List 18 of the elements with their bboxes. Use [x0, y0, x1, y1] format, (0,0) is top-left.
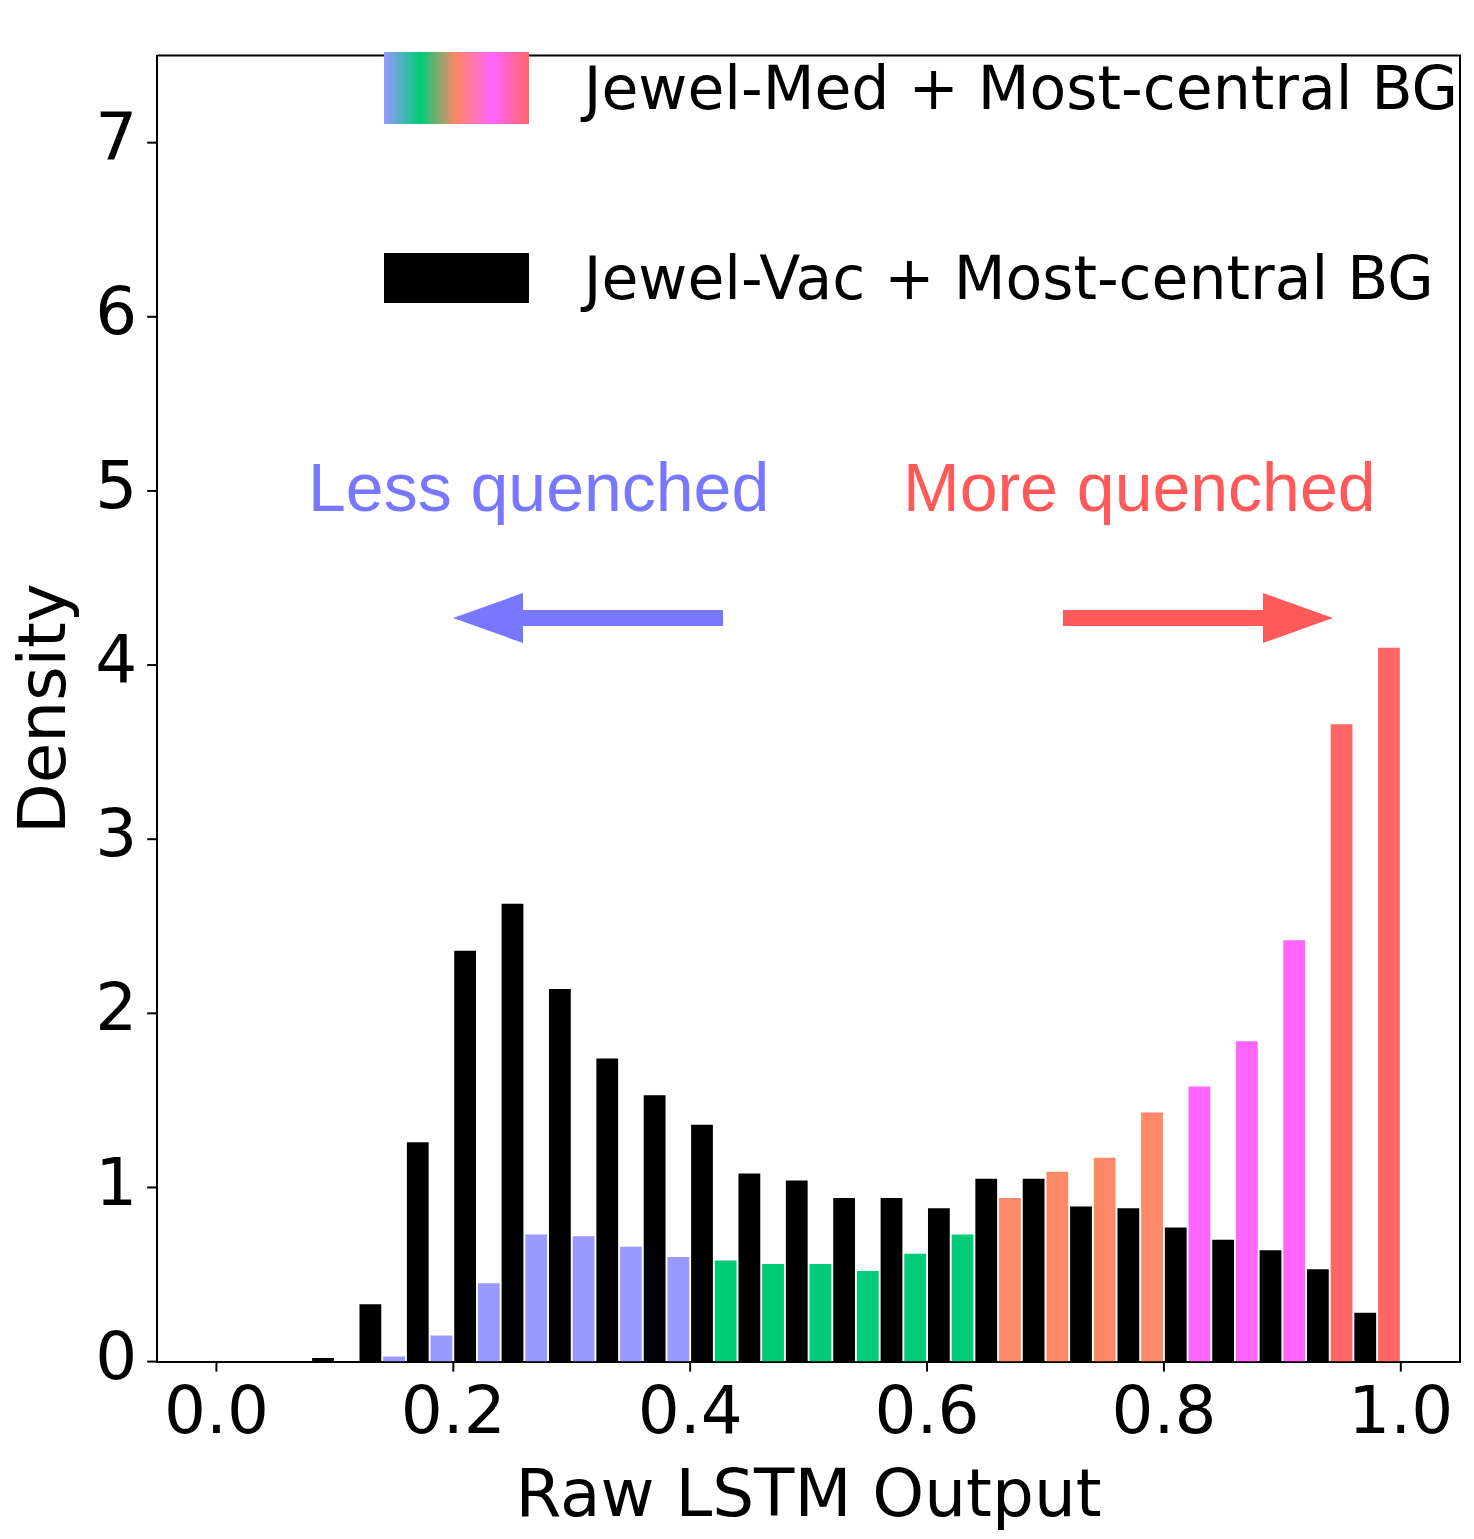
annotation: More quenched — [903, 448, 1376, 526]
x-tick-label: 0.0 — [163, 1372, 269, 1450]
x-tick-label: 1.0 — [1348, 1372, 1454, 1450]
y-axis-title: Density — [3, 583, 81, 835]
y-tick-label: 5 — [95, 447, 138, 525]
y-tick-label: 2 — [95, 969, 138, 1047]
x-tick-label: 0.6 — [874, 1372, 980, 1450]
y-tick-label: 6 — [95, 272, 138, 350]
x-tick-label: 0.2 — [400, 1372, 506, 1450]
y-tick-label: 4 — [95, 621, 138, 699]
annotation: Less quenched — [308, 448, 770, 526]
y-tick-label: 3 — [95, 795, 138, 873]
y-tick-label: 7 — [95, 98, 138, 176]
x-axis-title: Raw LSTM Output — [515, 1454, 1102, 1532]
x-tick-label: 0.4 — [637, 1372, 743, 1450]
y-tick-label: 1 — [95, 1143, 138, 1221]
x-tick-label: 0.8 — [1111, 1372, 1217, 1450]
y-tick-label: 0 — [95, 1317, 138, 1395]
